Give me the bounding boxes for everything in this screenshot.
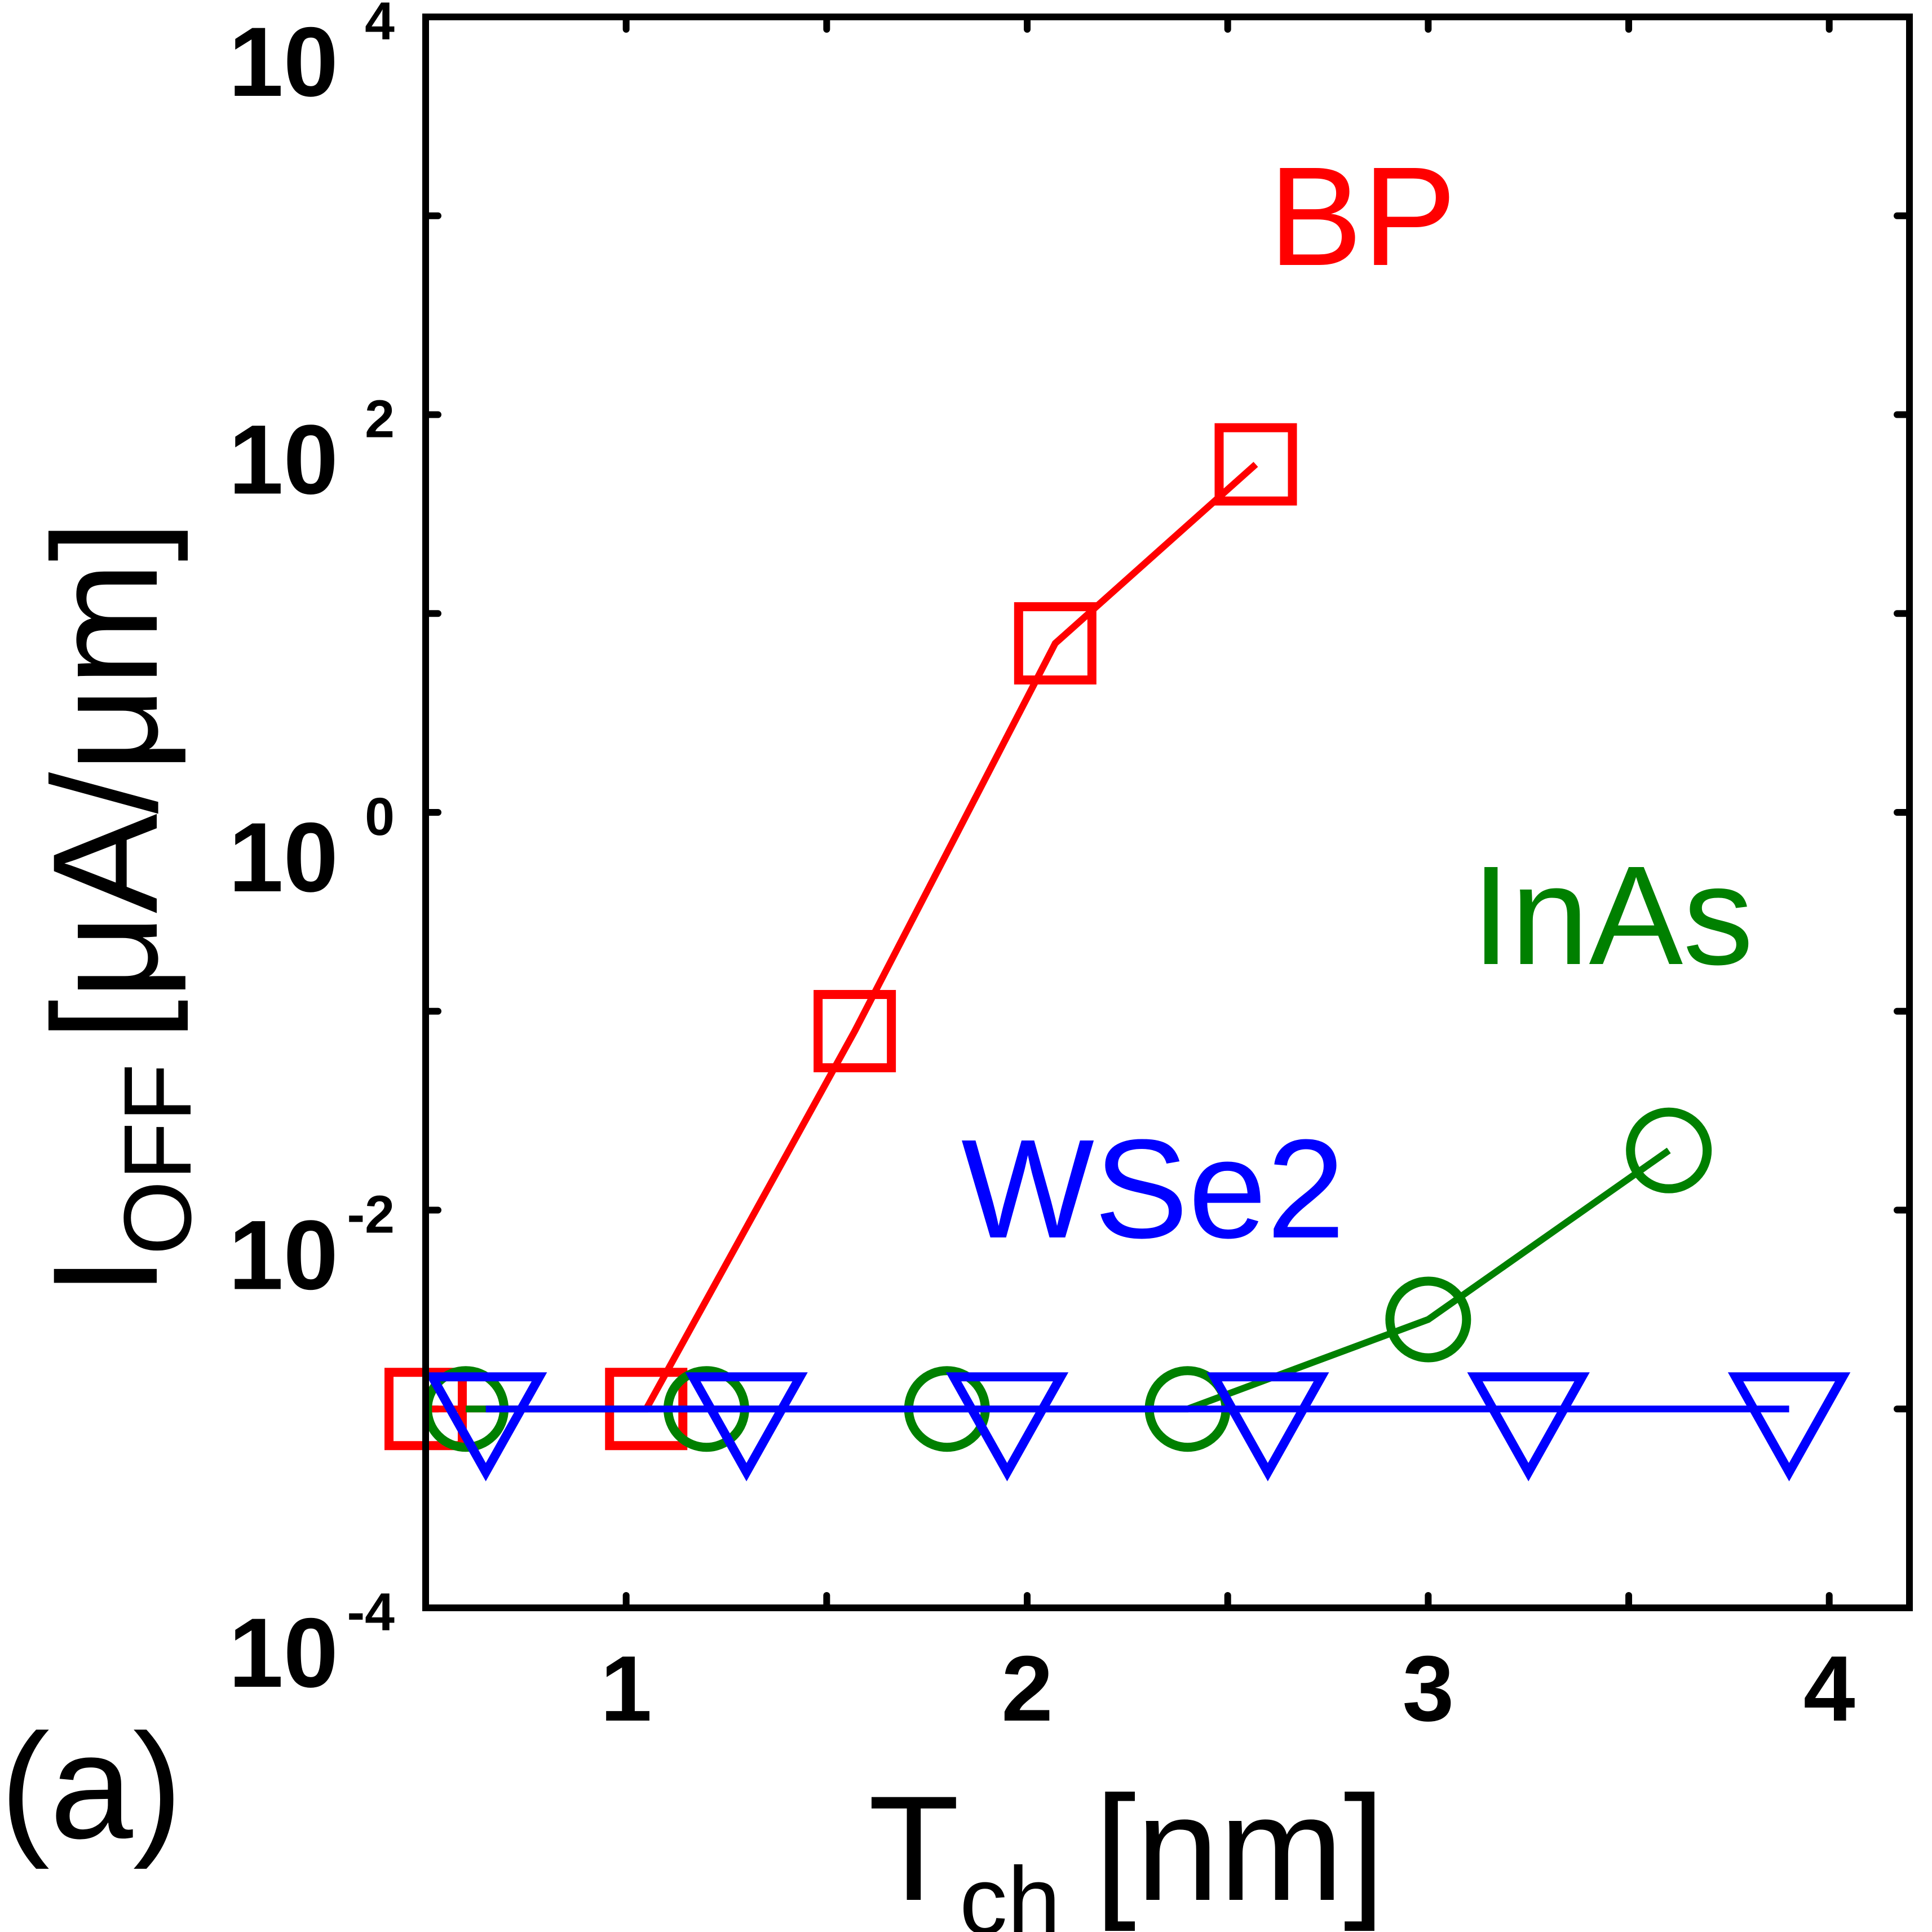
x-tick-label: 4 [1803,1637,1855,1740]
marker-wse2 [1206,1372,1329,1482]
y-tick-label: 10 [228,1598,338,1708]
y-tick-label-exp: 0 [365,787,395,847]
y-tick-label: 10 [228,803,338,913]
series-layer [384,423,1851,1482]
series-label-bp: BP [1268,138,1457,295]
y-tick-label-exp: 2 [365,390,395,449]
marker-wse2 [425,1372,547,1482]
y-tick-label-exp: -2 [347,1185,395,1245]
marker-wse2 [685,1372,808,1482]
y-tick-label: 10 [228,7,338,117]
y-axis-title: IOFF [μA/μm] [22,520,211,1297]
x-tick-label: 2 [1001,1637,1053,1740]
y-tick-label-exp: -4 [347,1582,395,1642]
y-tick-label: 10 [228,405,338,515]
y-axis-title-sub: OFF [104,1063,211,1255]
series-label-inas: InAs [1471,837,1753,994]
x-tick-label: 3 [1402,1637,1454,1740]
marker-inas [1385,1276,1471,1363]
y-tick-label-base: 10 [228,1598,338,1708]
marker-wse2 [945,1372,1069,1482]
y-axis-title-main: I [22,1255,189,1297]
marker-bp [814,990,896,1073]
plot-frame [422,14,1913,1611]
x-axis-title: Tch [nm] [868,1765,1385,1932]
y-axis-title-unit: [μA/μm] [22,520,189,1041]
y-tick-label-base: 10 [228,7,338,117]
y-tick-label: 10 [228,1201,338,1311]
y-tick-label-base: 10 [228,405,338,515]
x-tick-label: 1 [600,1637,652,1740]
y-tick-label-base: 10 [228,803,338,913]
marker-wse2 [1727,1372,1851,1482]
y-tick-label-base: 10 [228,1201,338,1311]
y-tick-label-exp: 4 [365,0,395,51]
series-label-wse2: WSe2 [961,1110,1345,1267]
panel-label: (a) [0,1703,183,1871]
x-axis-title-unit: [nm] [1094,1765,1385,1932]
marker-bp [1214,423,1297,506]
marker-wse2 [1467,1372,1590,1482]
marker-inas [1626,1107,1712,1193]
x-axis-title-main: T [868,1765,960,1932]
marker-bp [1014,602,1097,685]
x-axis-title-sub: ch [960,1847,1061,1932]
